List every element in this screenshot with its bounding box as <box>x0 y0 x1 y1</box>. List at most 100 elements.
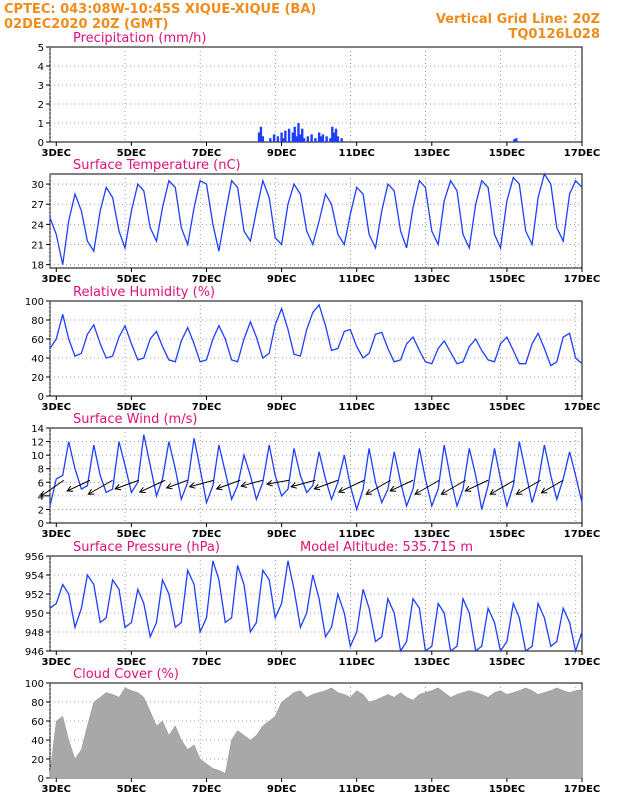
x-tick-label: 9DEC <box>267 657 296 668</box>
wind-arrow <box>365 479 391 495</box>
wind-arrow <box>67 479 91 492</box>
wind-arrow <box>139 479 166 493</box>
wind-arrow <box>338 479 365 493</box>
precip-bar <box>276 136 280 142</box>
y-tick-label: 60 <box>31 717 44 728</box>
precip-bar <box>282 138 285 142</box>
precip-bar <box>257 132 261 142</box>
panel-title: Cloud Cover (%) <box>73 667 179 682</box>
y-tick-label: 6 <box>38 478 44 489</box>
x-tick-label: 11DEC <box>338 148 374 159</box>
precip-bar <box>280 132 283 142</box>
wind-arrow-head <box>66 485 74 492</box>
precip-bar <box>261 136 265 142</box>
precip-bar <box>293 126 296 142</box>
x-tick-label: 3DEC <box>42 148 71 159</box>
x-tick-label: 11DEC <box>338 402 374 413</box>
x-tick-label: 15DEC <box>489 148 525 159</box>
x-tick-label: 7DEC <box>192 657 221 668</box>
wind-arrow-head <box>188 482 196 489</box>
wind-arrow-head <box>114 484 122 491</box>
x-tick-label: 15DEC <box>489 529 525 540</box>
precip-bar <box>319 136 323 142</box>
y-tick-label: 100 <box>25 679 44 690</box>
precip-bar <box>325 136 328 142</box>
y-tick-label: 100 <box>25 297 44 308</box>
x-tick-label: 3DEC <box>42 529 71 540</box>
x-tick-label: 5DEC <box>117 402 146 413</box>
x-tick-label: 11DEC <box>338 529 374 540</box>
wind-arrow <box>189 479 215 488</box>
precip-bar <box>329 138 332 142</box>
precip-bar <box>306 136 310 142</box>
x-tick-label: 15DEC <box>489 274 525 285</box>
x-tick-label: 5DEC <box>117 148 146 159</box>
y-tick-label: 18 <box>31 261 44 272</box>
x-tick-label: 9DEC <box>267 784 296 795</box>
panel-title: Surface Wind (m/s) <box>73 412 197 427</box>
header-datetime: 02DEC2020 20Z (GMT) <box>4 17 168 32</box>
y-tick-label: 2 <box>38 100 44 111</box>
y-tick-label: 20 <box>31 373 44 384</box>
y-tick-label: 40 <box>31 354 44 365</box>
wind-arrow <box>314 479 339 490</box>
wind-arrow <box>266 479 290 485</box>
y-tick-label: 956 <box>25 552 44 563</box>
wind-arrow <box>516 479 541 495</box>
precip-bar <box>295 136 298 142</box>
y-tick-label: 40 <box>31 736 44 747</box>
wind-arrow-head <box>414 488 422 495</box>
wind-arrow <box>414 479 440 495</box>
precip-bar <box>287 128 291 142</box>
y-tick-label: 954 <box>25 571 44 582</box>
header-vertical-grid: Vertical Grid Line: 20Z <box>436 12 600 27</box>
precip-bar <box>317 132 321 142</box>
wind-arrow-head <box>165 483 173 490</box>
precip-bar <box>513 139 516 142</box>
wind-arrow <box>216 479 241 490</box>
y-tick-label: 952 <box>25 590 44 601</box>
x-tick-label: 15DEC <box>489 657 525 668</box>
wind-arrow-head <box>389 485 397 492</box>
wind-arrow-head <box>266 480 273 487</box>
y-tick-label: 27 <box>31 200 44 211</box>
panel-title: Relative Humidity (%) <box>73 285 215 300</box>
series-line <box>49 560 583 654</box>
y-tick-label: 946 <box>25 647 44 658</box>
x-tick-label: 9DEC <box>267 529 296 540</box>
x-tick-label: 5DEC <box>117 657 146 668</box>
panel-5: Cloud Cover (%) 0 20 40 60 80 100 3DEC 5DEC 7DEC 9… <box>25 667 600 795</box>
y-tick-label: 5 <box>38 43 44 54</box>
precip-bar <box>284 130 287 142</box>
y-tick-label: 8 <box>38 465 44 476</box>
wind-arrow-head <box>515 488 523 495</box>
y-tick-label: 4 <box>38 492 44 503</box>
precip-bar <box>321 134 325 142</box>
precip-bar <box>331 126 334 142</box>
precip-bar <box>297 123 300 142</box>
wind-arrow <box>541 479 564 494</box>
x-tick-label: 5DEC <box>117 784 146 795</box>
wind-arrow <box>40 479 65 497</box>
y-tick-label: 948 <box>25 628 44 639</box>
x-tick-label: 13DEC <box>414 657 450 668</box>
y-tick-label: 80 <box>31 698 44 709</box>
x-tick-label: 7DEC <box>192 529 221 540</box>
panel-4: Surface Pressure (hPa) Model Altitude: 53… <box>25 540 600 668</box>
header-model-id: TQ0126L028 <box>508 27 600 42</box>
y-tick-label: 4 <box>38 62 44 73</box>
x-tick-label: 11DEC <box>338 274 374 285</box>
x-tick-label: 9DEC <box>267 148 296 159</box>
wind-arrow <box>465 479 489 492</box>
x-tick-label: 13DEC <box>414 529 450 540</box>
wind-arrow <box>441 479 466 495</box>
precip-bar <box>334 128 338 142</box>
wind-arrow-head <box>313 484 321 491</box>
wind-arrow <box>241 479 263 487</box>
x-tick-label: 17DEC <box>564 657 600 668</box>
wind-arrow-head <box>365 488 373 495</box>
panel-title: Surface Pressure (hPa) <box>73 540 220 555</box>
x-tick-label: 3DEC <box>42 784 71 795</box>
